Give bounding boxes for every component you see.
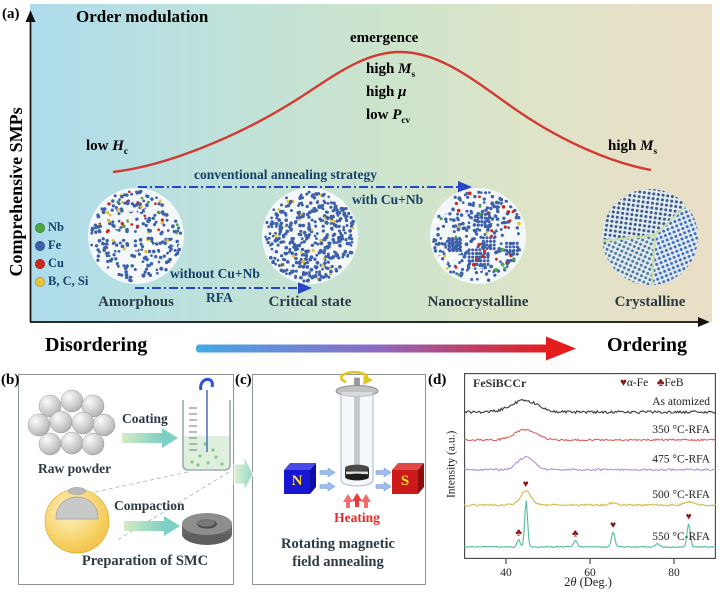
n-magnet-icon	[284, 463, 316, 494]
critical-dots	[264, 190, 355, 283]
xrd-series-label-1: 350 °C-RFA	[652, 424, 710, 436]
xrd-series-label-0: As atomized	[652, 396, 710, 408]
legend-item-bcsi: B, C, Si	[48, 274, 89, 288]
field-arrows-icon	[319, 467, 392, 492]
s-magnet-icon	[392, 463, 424, 494]
xrd-curve-2	[464, 455, 716, 472]
xrd-peak-marker: ♥	[610, 520, 616, 531]
s-magnet-letter: S	[400, 473, 410, 489]
state-label-nanocrystalline: Nanocrystalline	[427, 294, 529, 310]
legend-item-cu: Cu	[48, 256, 64, 270]
panel-c-label: (c)	[235, 372, 252, 388]
alpha-fe-marker-icon: ♥	[620, 377, 627, 389]
state-label-critical: Critical state	[268, 294, 352, 310]
coating-label: Coating	[122, 411, 168, 426]
xrd-curve-0	[464, 398, 716, 415]
bell-curve	[112, 50, 652, 174]
feb-marker-icon: ♣	[656, 377, 665, 389]
xrd-frame	[464, 373, 716, 559]
xrd-y-axis-title: Intensity (a.u.)	[445, 430, 458, 499]
rotation-arrow-icon	[339, 370, 369, 384]
raw-powder-label: Raw powder	[38, 461, 112, 476]
panel-c-caption-line1: Rotating magnetic	[281, 536, 395, 552]
legend-item-fe: Fe	[48, 238, 62, 252]
xrd-curve-1	[464, 428, 716, 442]
nanocrystalline-sphere	[430, 188, 526, 284]
peak-property-2: high μ	[366, 84, 407, 100]
xrd-peak-marker: ♣	[572, 528, 579, 539]
xrd-chart: As atomized 350 °C-RFA 475 °C-RFA 500 °C-RF…	[464, 373, 716, 579]
xrd-tick-label: 80	[668, 567, 680, 579]
xrd-tick-label: 40	[500, 567, 512, 579]
peak-property-3: low Pcv	[366, 107, 411, 126]
xrd-peak-marker: ♥	[523, 479, 529, 490]
panel-b-to-c-arrow	[233, 455, 254, 493]
panel-a-title: Order modulation	[76, 7, 209, 26]
xrd-phase-legend: ♥α-Fe ♣FeB	[620, 377, 684, 390]
coating-arrow-icon	[122, 428, 178, 448]
xrd-peak-marker: ♣	[515, 527, 522, 538]
conventional-annealing-label: conventional annealing strategy	[194, 167, 378, 182]
xrd-series-label-3: 500 °C-RFA	[652, 489, 710, 501]
coated-particle-icon	[44, 487, 110, 554]
stirrer-hook-icon	[199, 378, 214, 391]
nanocrystalline-dots	[432, 190, 522, 283]
xrd-x-axis-title: 2θ (Deg.)	[564, 575, 612, 589]
legend-dots	[35, 223, 45, 287]
amorphous-dots	[90, 189, 182, 283]
connector-dashes	[94, 471, 230, 542]
alpha-fe-label: α-Fe	[626, 377, 649, 389]
low-hc-label: low Hc	[86, 138, 129, 157]
emergence-label: emergence	[350, 30, 419, 46]
panel-a-y-axis-title: Comprehensive SMPs	[6, 107, 27, 277]
peak-property-1: high Ms	[366, 61, 416, 80]
xrd-tick-label: 60	[584, 567, 596, 579]
xrd-peak-marker: ♥	[686, 512, 692, 523]
compaction-arrow-icon	[124, 516, 180, 536]
heating-label: Heating	[334, 510, 380, 525]
panel-a-canvas	[25, 10, 710, 361]
n-magnet-letter: N	[291, 473, 303, 489]
with-cunb-label: with Cu+Nb	[352, 192, 424, 207]
xrd-curve-4	[464, 500, 716, 549]
panel-b-label: (b)	[1, 372, 20, 388]
xrd-series-label-4: 550 °C-RFA	[652, 531, 710, 543]
feb-label: FeB	[664, 377, 684, 389]
ordering-gradient-arrow	[196, 336, 576, 361]
panel-d-label: (d)	[428, 372, 447, 388]
state-label-amorphous: Amorphous	[98, 294, 174, 310]
rfa-label: RFA	[206, 290, 233, 305]
xrd-series-label-2: 475 °C-RFA	[652, 454, 710, 466]
high-ms-right-label: high Ms	[608, 138, 658, 157]
xrd-curve-3	[464, 490, 716, 507]
disordering-label: Disordering	[45, 334, 148, 356]
compaction-label: Compaction	[114, 498, 185, 513]
panel-c-caption-line2: field annealing	[292, 554, 384, 570]
beaker-icon	[182, 378, 231, 471]
annealing-tube-icon	[335, 370, 379, 487]
state-label-crystalline: Crystalline	[614, 294, 686, 310]
ordering-label: Ordering	[607, 334, 687, 356]
sample-annotation: FeSiBCCr	[473, 376, 527, 390]
without-cunb-label: without Cu+Nb	[170, 266, 260, 281]
heating-arrows-icon	[343, 493, 371, 508]
panel-a-label: (a)	[2, 6, 20, 22]
raw-powder-icon	[27, 389, 116, 456]
toroid-icon	[182, 513, 232, 545]
panel-b-caption: Preparation of SMC	[81, 553, 209, 569]
legend-item-nb: Nb	[48, 220, 64, 234]
panel-bc-canvas	[27, 370, 424, 554]
